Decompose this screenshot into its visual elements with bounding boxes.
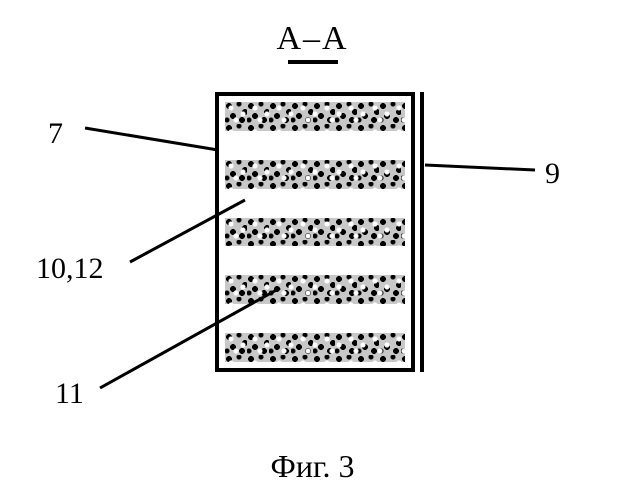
granular-layer — [225, 160, 405, 189]
callout-10-12: 10,12 — [36, 252, 104, 286]
granular-layer — [225, 102, 405, 131]
gap-layer — [225, 189, 405, 218]
granular-layer — [225, 333, 405, 362]
cross-section — [215, 92, 415, 372]
callout-9: 9 — [545, 157, 560, 191]
cross-section-inner — [225, 102, 405, 362]
section-label-underline — [288, 60, 338, 64]
section-label: A–A — [0, 20, 625, 58]
leader-7 — [85, 128, 218, 150]
granular-layer — [225, 218, 405, 247]
callout-7: 7 — [48, 117, 63, 151]
gap-layer — [225, 304, 405, 333]
gap-layer — [225, 131, 405, 160]
callout-11: 11 — [55, 377, 84, 411]
granular-layer — [225, 275, 405, 304]
figure-caption: Фиг. 3 — [0, 448, 625, 485]
leader-9 — [425, 165, 535, 170]
canvas: A–A 7 9 10,12 11 Фиг. 3 — [0, 0, 625, 500]
gap-layer — [225, 246, 405, 275]
side-wall — [420, 92, 424, 372]
